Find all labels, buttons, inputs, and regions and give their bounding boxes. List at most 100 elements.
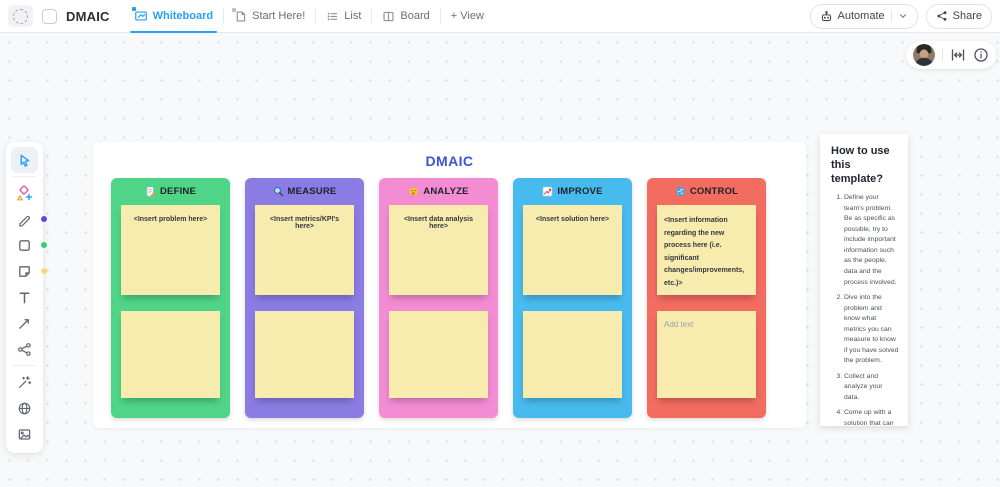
pen-icon: [19, 215, 31, 227]
board-title[interactable]: DMAIC: [425, 153, 474, 169]
tab-label: Board: [400, 10, 430, 22]
tab-list[interactable]: List: [316, 0, 371, 33]
column-title: DEFINE: [159, 186, 197, 197]
canvas-top-right-toolbar: [906, 41, 996, 69]
tab-label: List: [344, 10, 362, 22]
column-title: MEASURE: [287, 186, 337, 197]
chevron-down-icon[interactable]: [898, 11, 908, 21]
help-panel-title: How to use this template?: [831, 145, 890, 185]
info-icon[interactable]: [973, 47, 989, 63]
column-analyze[interactable]: ANALYZE <Insert data analysis here>: [379, 178, 498, 418]
pen-tool[interactable]: [6, 206, 47, 232]
magic-wand-tool[interactable]: [6, 369, 43, 395]
help-step: Come up with a solution that can improve…: [844, 408, 899, 426]
doc-icon: [232, 7, 247, 23]
sticky-note-icon: [19, 265, 30, 277]
column-title: IMPROVE: [557, 186, 603, 197]
column-header: DEFINE: [121, 178, 220, 205]
sticky-note[interactable]: [389, 311, 488, 398]
help-step: Collect and analyze your data.: [844, 372, 899, 404]
tab-separator: [371, 9, 373, 23]
topbar-left: DMAIC: [0, 5, 110, 27]
sticky-note[interactable]: <Insert data analysis here>: [389, 205, 488, 295]
shape-color-dot: [41, 242, 47, 248]
sticky-note[interactable]: <Insert information regarding the new pr…: [657, 205, 756, 295]
tab-start-here[interactable]: Start Here!: [224, 0, 315, 33]
column-improve[interactable]: IMPROVE <Insert solution here>: [513, 178, 632, 418]
magic-wand-icon: [19, 380, 27, 388]
tab-whiteboard[interactable]: Whiteboard: [124, 0, 224, 33]
share-icon: [936, 10, 948, 22]
column-define[interactable]: DEFINE <Insert problem here>: [111, 178, 230, 418]
mind-map-tool[interactable]: [6, 336, 43, 362]
robot-icon: [820, 10, 833, 23]
thinking-face-icon: [409, 186, 419, 197]
cursor-tool[interactable]: [6, 147, 43, 173]
connector-tool[interactable]: [6, 310, 43, 336]
dmaic-columns: DEFINE <Insert problem here> MEASURE <In…: [111, 178, 766, 418]
tool-divider: [13, 176, 36, 177]
column-title: CONTROL: [689, 186, 739, 197]
mind-map-icon: [18, 346, 23, 352]
sticky-note[interactable]: [121, 311, 220, 398]
top-toolbar: DMAIC Whiteboard Start Here!: [0, 0, 1000, 33]
control-knobs-icon: [676, 187, 685, 196]
memo-icon: [146, 186, 156, 197]
document-title: DMAIC: [66, 8, 110, 24]
automate-label: Automate: [837, 10, 885, 22]
text-tool[interactable]: [6, 284, 43, 310]
image-icon: [18, 428, 31, 440]
shape-tool[interactable]: [6, 232, 47, 258]
board-icon: [382, 10, 395, 23]
ai-template-icon: [16, 185, 32, 201]
avatar[interactable]: [913, 44, 935, 66]
column-control[interactable]: CONTROL <Insert information regarding th…: [647, 178, 766, 418]
whiteboard-tool-panel: [6, 142, 47, 453]
tool-divider: [13, 365, 36, 366]
tab-separator: [223, 9, 225, 23]
loading-spinner-icon: [13, 8, 28, 24]
list-icon: [326, 10, 339, 23]
sticky-note[interactable]: [523, 311, 622, 398]
whiteboard-icon: [131, 7, 148, 23]
magnifier-icon: [273, 186, 283, 197]
tab-board[interactable]: Board: [372, 0, 439, 33]
whiteboard-canvas[interactable]: DMAIC DEFINE <Insert problem here> MEASU…: [0, 33, 1000, 487]
tab-badge: [232, 7, 237, 12]
ai-template-tool[interactable]: [6, 180, 43, 206]
share-button[interactable]: Share: [925, 3, 992, 29]
view-tabs: Whiteboard Start Here! List: [124, 0, 494, 33]
text-icon: [19, 292, 30, 303]
column-header: ANALYZE: [389, 178, 488, 205]
whiteboard-frame[interactable]: DMAIC DEFINE <Insert problem here> MEASU…: [93, 142, 806, 428]
add-view-button[interactable]: + View: [441, 10, 494, 22]
task-checkbox[interactable]: [42, 8, 57, 24]
sticky-note-tool[interactable]: [6, 258, 47, 284]
help-step: Dive into the problem and know what metr…: [844, 293, 899, 367]
cursor-icon: [20, 154, 30, 167]
topbar-right: Automate Share: [809, 3, 1000, 29]
sticky-note[interactable]: Add text: [657, 311, 756, 398]
column-measure[interactable]: MEASURE <Insert metrics/KPI's here>: [245, 178, 364, 418]
shape-icon: [19, 239, 30, 251]
sticky-note[interactable]: [255, 311, 354, 398]
help-step: Define your team's problem. Be as specif…: [844, 193, 899, 288]
column-header: MEASURE: [255, 178, 354, 205]
status-spinner-button[interactable]: [8, 5, 33, 27]
sticky-note[interactable]: <Insert metrics/KPI's here>: [255, 205, 354, 295]
tab-badge: [131, 7, 136, 11]
column-title: ANALYZE: [423, 186, 469, 197]
automate-button[interactable]: Automate: [809, 3, 918, 29]
sticky-note[interactable]: <Insert solution here>: [523, 205, 622, 295]
note-placeholder: Add text: [664, 320, 694, 329]
share-label: Share: [952, 10, 982, 22]
fit-width-icon[interactable]: [950, 47, 966, 63]
tab-separator: [439, 9, 441, 23]
image-tool[interactable]: [6, 421, 43, 447]
chart-up-icon: [543, 186, 553, 197]
web-embed-tool[interactable]: [6, 395, 43, 421]
sticky-note[interactable]: <Insert problem here>: [121, 205, 220, 295]
button-divider: [890, 10, 892, 22]
sticky-color-dot: [41, 268, 47, 274]
